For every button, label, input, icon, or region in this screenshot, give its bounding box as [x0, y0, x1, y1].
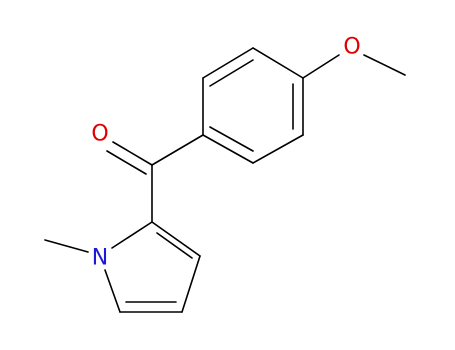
- bond: [151, 134, 204, 166]
- atom-label: O: [91, 122, 108, 147]
- bonds: [44, 47, 406, 313]
- bond: [252, 134, 304, 164]
- bond: [151, 221, 201, 257]
- bond: [111, 221, 153, 249]
- bond: [44, 239, 89, 253]
- bond: [202, 47, 254, 79]
- bond: [202, 134, 254, 164]
- bond: [112, 141, 153, 166]
- bond: [252, 47, 304, 79]
- bond: [363, 54, 406, 76]
- bond: [106, 150, 147, 175]
- bond: [181, 255, 201, 313]
- bond: [104, 269, 121, 313]
- atom-label: N: [92, 246, 108, 271]
- bond: [302, 54, 340, 79]
- bond: [209, 59, 254, 87]
- bond: [209, 126, 254, 152]
- bond: [156, 232, 193, 259]
- atom-label: O: [343, 35, 360, 60]
